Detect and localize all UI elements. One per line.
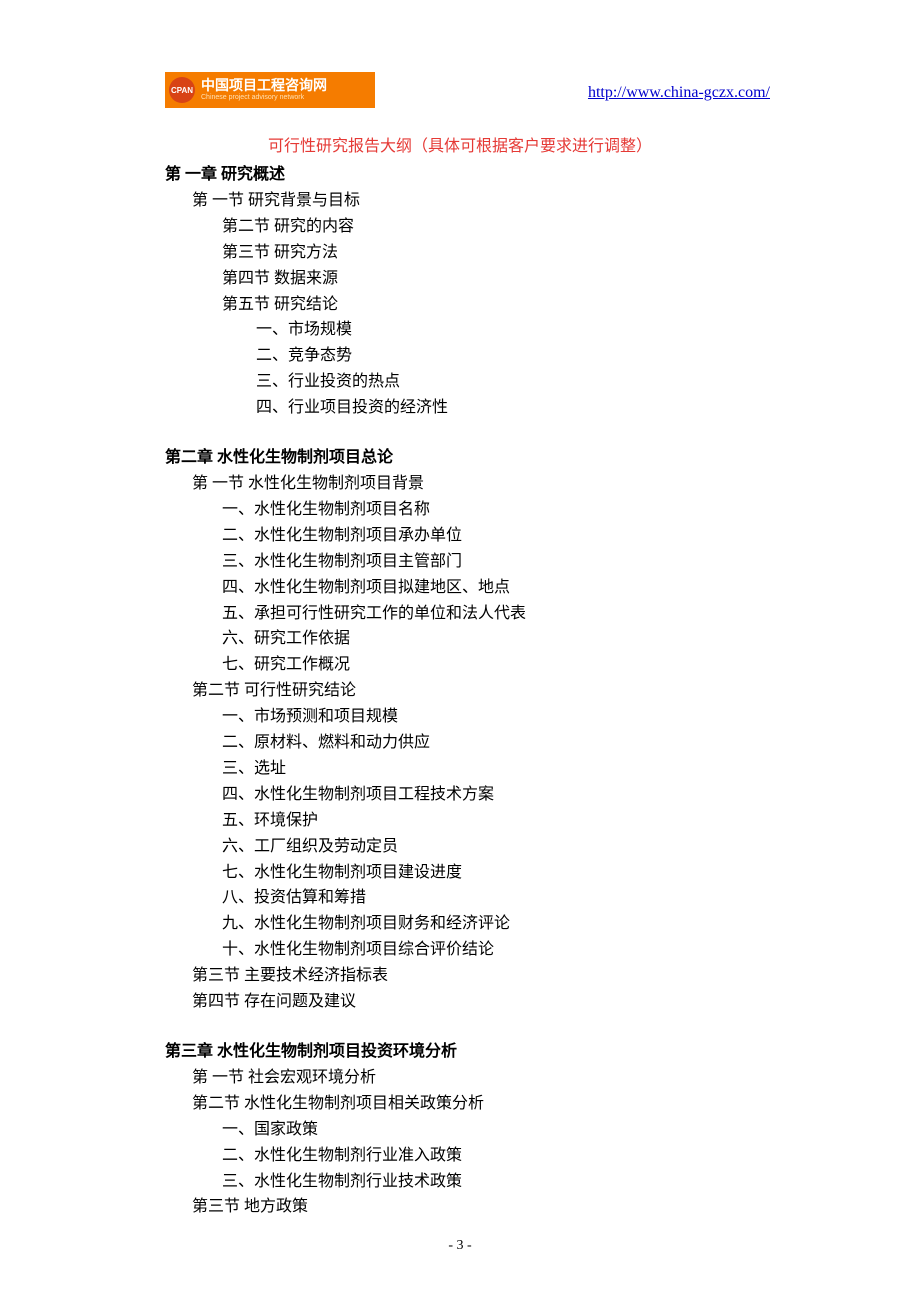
report-outline-title: 可行性研究报告大纲（具体可根据客户要求进行调整） [110, 132, 810, 156]
section-heading: 第二节 水性化生物制剂项目相关政策分析 [192, 1091, 810, 1117]
list-item: 四、水性化生物制剂项目工程技术方案 [222, 782, 810, 808]
logo-badge-icon: CPAN [169, 77, 195, 103]
list-item: 七、研究工作概况 [222, 652, 810, 678]
chapter-heading: 第 一章 研究概述 [165, 162, 810, 188]
list-item: 八、投资估算和筹措 [222, 885, 810, 911]
logo-text: 中国项目工程咨询网 Chinese project advisory netwo… [201, 78, 327, 101]
list-item: 三、水性化生物制剂项目主管部门 [222, 549, 810, 575]
list-item: 三、行业投资的热点 [256, 369, 810, 395]
section-heading: 第 一节 水性化生物制剂项目背景 [192, 471, 810, 497]
list-item: 一、市场预测和项目规模 [222, 704, 810, 730]
logo-title-cn: 中国项目工程咨询网 [201, 78, 327, 93]
list-item: 十、水性化生物制剂项目综合评价结论 [222, 937, 810, 963]
section-heading: 第三节 主要技术经济指标表 [192, 963, 810, 989]
list-item: 二、竞争态势 [256, 343, 810, 369]
list-item: 四、行业项目投资的经济性 [256, 395, 810, 421]
list-item: 一、国家政策 [222, 1117, 810, 1143]
chapter-heading: 第二章 水性化生物制剂项目总论 [165, 445, 810, 471]
list-item: 二、水性化生物制剂行业准入政策 [222, 1143, 810, 1169]
section-heading: 第二节 研究的内容 [222, 214, 810, 240]
list-item: 六、研究工作依据 [222, 626, 810, 652]
section-spacer [110, 421, 810, 445]
chapter-heading: 第三章 水性化生物制剂项目投资环境分析 [165, 1039, 810, 1065]
list-item: 九、水性化生物制剂项目财务和经济评论 [222, 911, 810, 937]
list-item: 二、水性化生物制剂项目承办单位 [222, 523, 810, 549]
section-heading: 第 一节 社会宏观环境分析 [192, 1065, 810, 1091]
section-heading: 第二节 可行性研究结论 [192, 678, 810, 704]
list-item: 一、水性化生物制剂项目名称 [222, 497, 810, 523]
document-page: CPAN 中国项目工程咨询网 Chinese project advisory … [0, 0, 920, 1302]
list-item: 五、环境保护 [222, 808, 810, 834]
page-number: - 3 - [0, 1238, 920, 1254]
page-header: CPAN 中国项目工程咨询网 Chinese project advisory … [110, 72, 810, 110]
section-heading: 第四节 数据来源 [222, 266, 810, 292]
list-item: 四、水性化生物制剂项目拟建地区、地点 [222, 575, 810, 601]
list-item: 五、承担可行性研究工作的单位和法人代表 [222, 601, 810, 627]
list-item: 二、原材料、燃料和动力供应 [222, 730, 810, 756]
list-item: 三、选址 [222, 756, 810, 782]
list-item: 六、工厂组织及劳动定员 [222, 834, 810, 860]
outline-content: 第 一章 研究概述 第 一节 研究背景与目标 第二节 研究的内容 第三节 研究方… [110, 162, 810, 1220]
section-spacer [110, 1015, 810, 1039]
header-url-link[interactable]: http://www.china-gczx.com/ [588, 84, 770, 102]
section-heading: 第三节 地方政策 [192, 1194, 810, 1220]
site-logo: CPAN 中国项目工程咨询网 Chinese project advisory … [165, 72, 375, 108]
list-item: 三、水性化生物制剂行业技术政策 [222, 1169, 810, 1195]
section-heading: 第 一节 研究背景与目标 [192, 188, 810, 214]
section-heading: 第三节 研究方法 [222, 240, 810, 266]
section-heading: 第四节 存在问题及建议 [192, 989, 810, 1015]
section-heading: 第五节 研究结论 [222, 292, 810, 318]
list-item: 七、水性化生物制剂项目建设进度 [222, 860, 810, 886]
logo-title-en: Chinese project advisory network [201, 94, 327, 102]
list-item: 一、市场规模 [256, 317, 810, 343]
